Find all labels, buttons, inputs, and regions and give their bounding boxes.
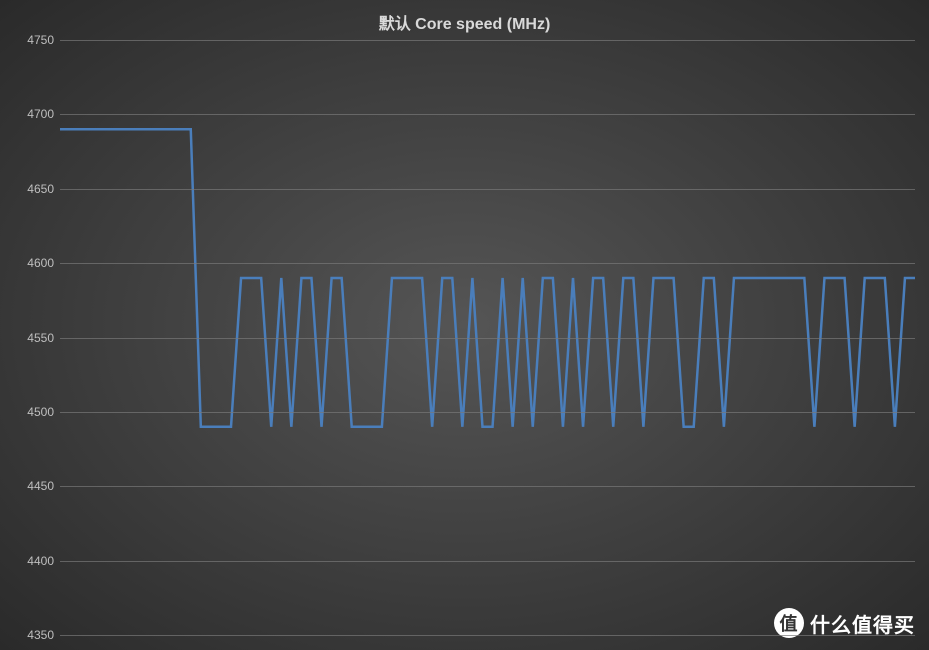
y-tick-label: 4650 (4, 182, 54, 196)
gridline (60, 338, 915, 339)
y-tick-label: 4750 (4, 33, 54, 47)
y-tick-label: 4550 (4, 331, 54, 345)
watermark-badge-icon: 值 (774, 608, 804, 638)
gridline (60, 635, 915, 636)
gridline (60, 114, 915, 115)
chart-container: 默认 Core speed (MHz) 值 什么值得买 4350 4400 4450… (0, 0, 929, 650)
watermark-text: 什么值得买 (810, 609, 915, 638)
gridline (60, 189, 915, 190)
gridline (60, 40, 915, 41)
gridline (60, 486, 915, 487)
y-tick-label: 4450 (4, 479, 54, 493)
watermark: 值 什么值得买 (774, 608, 915, 638)
gridline (60, 561, 915, 562)
y-tick-label: 4700 (4, 107, 54, 121)
gridline (60, 412, 915, 413)
y-tick-label: 4350 (4, 628, 54, 642)
y-tick-label: 4400 (4, 554, 54, 568)
y-tick-label: 4500 (4, 405, 54, 419)
gridline (60, 263, 915, 264)
y-tick-label: 4600 (4, 256, 54, 270)
chart-title: 默认 Core speed (MHz) (0, 10, 929, 34)
